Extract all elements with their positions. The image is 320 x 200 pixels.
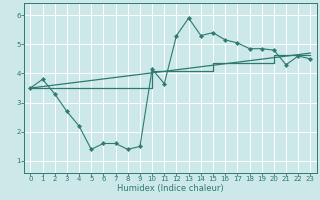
X-axis label: Humidex (Indice chaleur): Humidex (Indice chaleur)	[117, 184, 224, 193]
